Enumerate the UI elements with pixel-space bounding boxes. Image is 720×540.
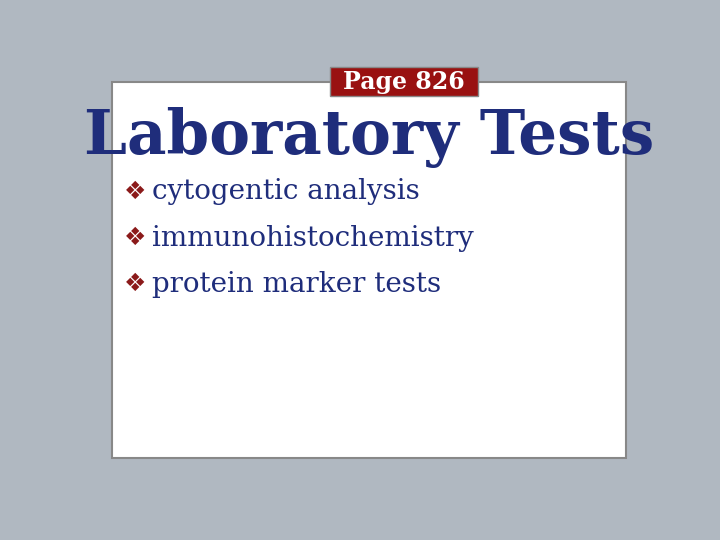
FancyBboxPatch shape [112, 82, 626, 457]
Text: cytogentic analysis: cytogentic analysis [152, 178, 420, 205]
Text: ❖: ❖ [124, 180, 146, 204]
Text: immunohistochemistry: immunohistochemistry [152, 225, 474, 252]
Text: ❖: ❖ [124, 272, 146, 296]
Text: ❖: ❖ [124, 226, 146, 250]
Text: Laboratory Tests: Laboratory Tests [84, 107, 654, 168]
FancyBboxPatch shape [330, 67, 477, 96]
Text: Page 826: Page 826 [343, 70, 464, 94]
Text: protein marker tests: protein marker tests [152, 271, 441, 298]
